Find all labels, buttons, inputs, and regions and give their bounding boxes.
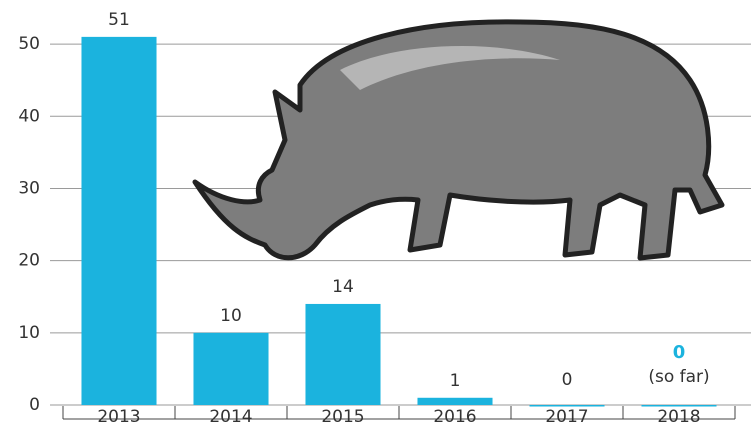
y-tick-label: 10 <box>18 323 40 343</box>
bar <box>193 333 268 405</box>
bar <box>529 405 604 407</box>
bar <box>417 398 492 405</box>
annotation: (so far) <box>648 367 709 387</box>
bar <box>81 37 156 405</box>
value-label: 14 <box>332 277 354 297</box>
x-tick-label: 2017 <box>545 407 588 427</box>
x-tick-label: 2013 <box>97 407 140 427</box>
y-tick-label: 50 <box>18 34 40 54</box>
x-tick-label: 2016 <box>433 407 476 427</box>
x-tick-label: 2018 <box>657 407 700 427</box>
value-label: 0 <box>673 342 686 363</box>
chart: 0 10 20 30 40 50 2013 51 2014 10 2015 14 2016 1 2017 0 2… <box>0 0 751 434</box>
y-tick-label: 40 <box>18 106 40 126</box>
value-label: 0 <box>562 370 573 390</box>
y-tick-label: 20 <box>18 251 40 271</box>
value-label: 1 <box>450 371 461 391</box>
x-tick-label: 2014 <box>209 407 252 427</box>
value-label: 51 <box>108 10 130 30</box>
y-tick-label: 0 <box>29 395 40 415</box>
bar <box>305 304 380 405</box>
rhino-illustration <box>195 22 722 258</box>
x-tick-label: 2015 <box>321 407 364 427</box>
bar <box>641 405 716 407</box>
y-tick-label: 30 <box>18 178 40 198</box>
value-label: 10 <box>220 306 242 326</box>
